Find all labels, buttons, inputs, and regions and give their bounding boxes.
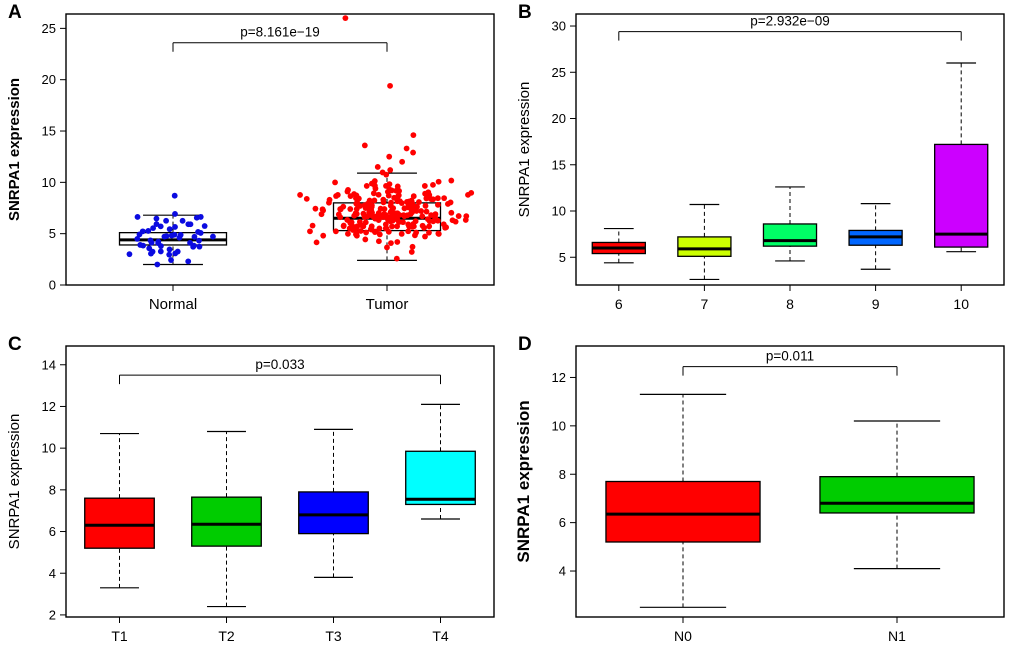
x-tick-label: N1 [888,628,906,644]
box-7 [677,203,732,281]
x-tick-label: T3 [325,628,342,644]
pvalue-bracket: p=0.033 [119,357,441,385]
y-tick-label: 8 [49,482,56,497]
panel-B-svg: 5 10 15 20 25 30 SNRPA1 expression 6 7 8 9 10 p=2.93… [516,13,1005,312]
panel-D-svg: 4 6 8 10 12 SNRPA1 expression N0 N1 p=0.011 [514,345,1005,644]
y-axis-title: SNRPA1 expression [6,78,23,221]
x-axis: Normal Tumor [149,285,409,313]
panel-A-svg: 0 5 10 15 20 25 SNRPA1 expression Normal Tumor p=… [6,13,495,313]
box-T3 [298,428,369,578]
scatter-Tumor [297,15,475,262]
x-tick-label: 10 [953,296,969,312]
x-tick-label: T1 [111,628,128,644]
pvalue-bracket: p=0.011 [682,349,898,376]
y-tick-label: 8 [559,467,566,482]
y-tick-label: 20 [42,72,56,87]
pvalue-text: p=0.033 [255,357,304,372]
box-N0 [605,393,761,608]
boxplots [591,62,989,281]
pvalue-text: p=0.011 [766,349,814,364]
y-tick-label: 6 [559,515,566,530]
y-axis-title: SNRPA1 expression [6,414,23,550]
y-tick-label: 4 [559,564,566,579]
y-tick-label: 4 [49,566,56,581]
box-8 [762,186,818,262]
y-tick-label: 5 [49,226,56,241]
y-axis-title: SNRPA1 expression [514,400,533,562]
y-tick-label: 10 [42,175,56,190]
y-tick-label: 12 [42,399,56,414]
box-Normal [118,214,228,266]
pvalue-text: p=8.161e−19 [240,25,320,40]
x-tick-label: 6 [615,296,623,312]
panel-a-label: A [8,2,22,23]
panel-c-plot: 2 4 6 8 10 12 14 SNRPA1 expression T1 T2 T3 T4 p=0.0… [0,332,510,663]
y-tick-label: 15 [552,157,566,172]
y-tick-label: 25 [42,21,56,36]
y-axis: 0 5 10 15 20 25 [42,21,66,293]
y-tick-label: 25 [552,65,566,80]
panel-b: B 5 10 15 20 25 30 SNRPA1 expression 6 7 8 9 10 p=2.… [510,0,1020,332]
y-axis: 2 4 6 8 10 12 14 [42,357,66,622]
y-tick-label: 14 [42,357,56,372]
panel-c: C 2 4 6 8 10 12 14 SNRPA1 expression T1 T2 T3 T4 p=0… [0,332,510,663]
pvalue-text: p=2.932e−09 [750,14,830,29]
plot-border [575,345,1005,618]
y-tick-label: 2 [49,607,56,622]
panel-b-plot: 5 10 15 20 25 30 SNRPA1 expression 6 7 8 9 10 p=2.93… [510,0,1020,332]
box-10 [934,62,989,253]
box-9 [848,203,903,270]
y-tick-label: 6 [49,524,56,539]
scatter-points [126,15,475,268]
panel-b-label: B [518,2,532,23]
pvalue-bracket: p=8.161e−19 [172,25,388,52]
y-axis-title: SNRPA1 expression [516,82,533,218]
panel-d-plot: 4 6 8 10 12 SNRPA1 expression N0 N1 p=0.011 [510,332,1020,663]
box-N1 [819,420,975,570]
x-tick-label: N0 [674,628,692,644]
panel-a-plot: 0 5 10 15 20 25 SNRPA1 expression Normal Tumor p=… [0,0,510,332]
pvalue-bracket: p=2.932e−09 [618,14,962,41]
x-axis: N0 N1 [674,617,906,644]
boxplots [84,403,476,608]
y-tick-label: 0 [49,278,56,293]
panel-d-label: D [518,334,532,355]
panel-C-svg: 2 4 6 8 10 12 14 SNRPA1 expression T1 T2 T3 T4 p=0.0… [6,345,495,644]
y-tick-label: 10 [552,204,566,219]
box-T4 [405,403,476,520]
x-tick-label: 7 [701,296,709,312]
panel-c-label: C [8,334,22,355]
plot-border [575,13,1005,286]
box-T1 [84,432,155,589]
plot-border [65,13,495,286]
panel-a: A 0 5 10 15 20 25 SNRPA1 expression Normal Tumor… [0,0,510,332]
y-axis: 4 6 8 10 12 [552,370,576,579]
x-tick-label: 8 [786,296,794,312]
x-tick-label: T4 [432,628,449,644]
y-tick-label: 10 [42,441,56,456]
panel-d: D 4 6 8 10 12 SNRPA1 expression N0 N1 p=0.011 [510,332,1020,663]
x-tick-label: T2 [218,628,235,644]
scatter-Normal [126,192,216,268]
x-axis: 6 7 8 9 10 [615,285,969,312]
x-tick-label: Tumor [366,296,409,313]
y-tick-label: 15 [42,124,56,139]
x-tick-label: Normal [149,296,197,313]
plot-border [65,345,495,618]
box-6 [591,227,646,264]
x-axis: T1 T2 T3 T4 [111,617,449,644]
y-tick-label: 10 [552,418,566,433]
y-tick-label: 12 [552,370,566,385]
box-T2 [191,430,262,608]
y-tick-label: 20 [552,111,566,126]
boxplots [605,393,975,608]
x-tick-label: 9 [872,296,880,312]
y-axis: 5 10 15 20 25 30 [552,19,576,265]
y-tick-label: 30 [552,19,566,34]
y-tick-label: 5 [559,250,566,265]
